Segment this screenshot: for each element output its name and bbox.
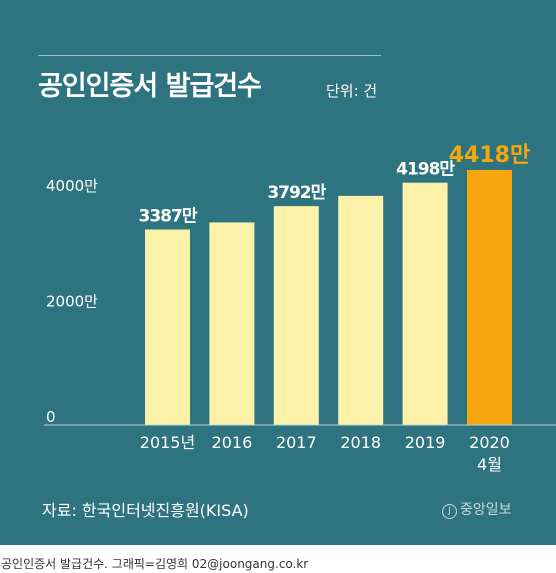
bar bbox=[467, 170, 512, 425]
logo-text: 중앙일보 bbox=[460, 502, 512, 518]
logo-mark-icon: J bbox=[442, 504, 457, 519]
bar-value-label: 3792만 bbox=[267, 183, 326, 203]
x-tick-label: 4월 bbox=[477, 455, 502, 474]
x-tick-label: 2017 bbox=[276, 433, 317, 452]
bar-value-label: 3387만 bbox=[139, 207, 198, 227]
unit-label: 단위: 건 bbox=[326, 82, 378, 100]
chart-title: 공인인증서 발급건수 bbox=[38, 71, 262, 102]
bar-chart: 0 2000만 4000만 3387만 2015년 2016 3792만 2017 2018 41… bbox=[44, 143, 556, 474]
bar bbox=[209, 222, 255, 425]
bar bbox=[145, 229, 190, 425]
y-tick-label: 4000만 bbox=[46, 177, 98, 195]
top-rule bbox=[38, 55, 381, 56]
x-tick-label: 2018 bbox=[340, 433, 381, 452]
bar bbox=[402, 182, 448, 425]
bar-value-label: 4418만 bbox=[449, 143, 530, 168]
publisher-logo: J 중앙일보 bbox=[442, 499, 512, 519]
x-tick-label: 2020 bbox=[469, 433, 510, 452]
y-tick-label: 0 bbox=[46, 408, 56, 426]
source-note: 자료: 한국인터넷진흥원(KISA) bbox=[42, 501, 249, 520]
image-caption: 공인인증서 발급건수. 그래픽=김영희 02@joongang.co.kr bbox=[1, 557, 309, 571]
x-tick-label: 2019 bbox=[405, 433, 446, 452]
bar-value-label: 4198만 bbox=[396, 160, 455, 180]
x-tick-label: 2016 bbox=[212, 433, 253, 452]
y-tick-label: 2000만 bbox=[46, 293, 98, 311]
bar bbox=[273, 206, 319, 425]
x-tick-label: 2015년 bbox=[140, 433, 195, 452]
bar bbox=[338, 195, 384, 425]
chart-panel: 공인인증서 발급건수 단위: 건 0 2000만 4000만 3387만 2015년 20… bbox=[0, 0, 556, 545]
